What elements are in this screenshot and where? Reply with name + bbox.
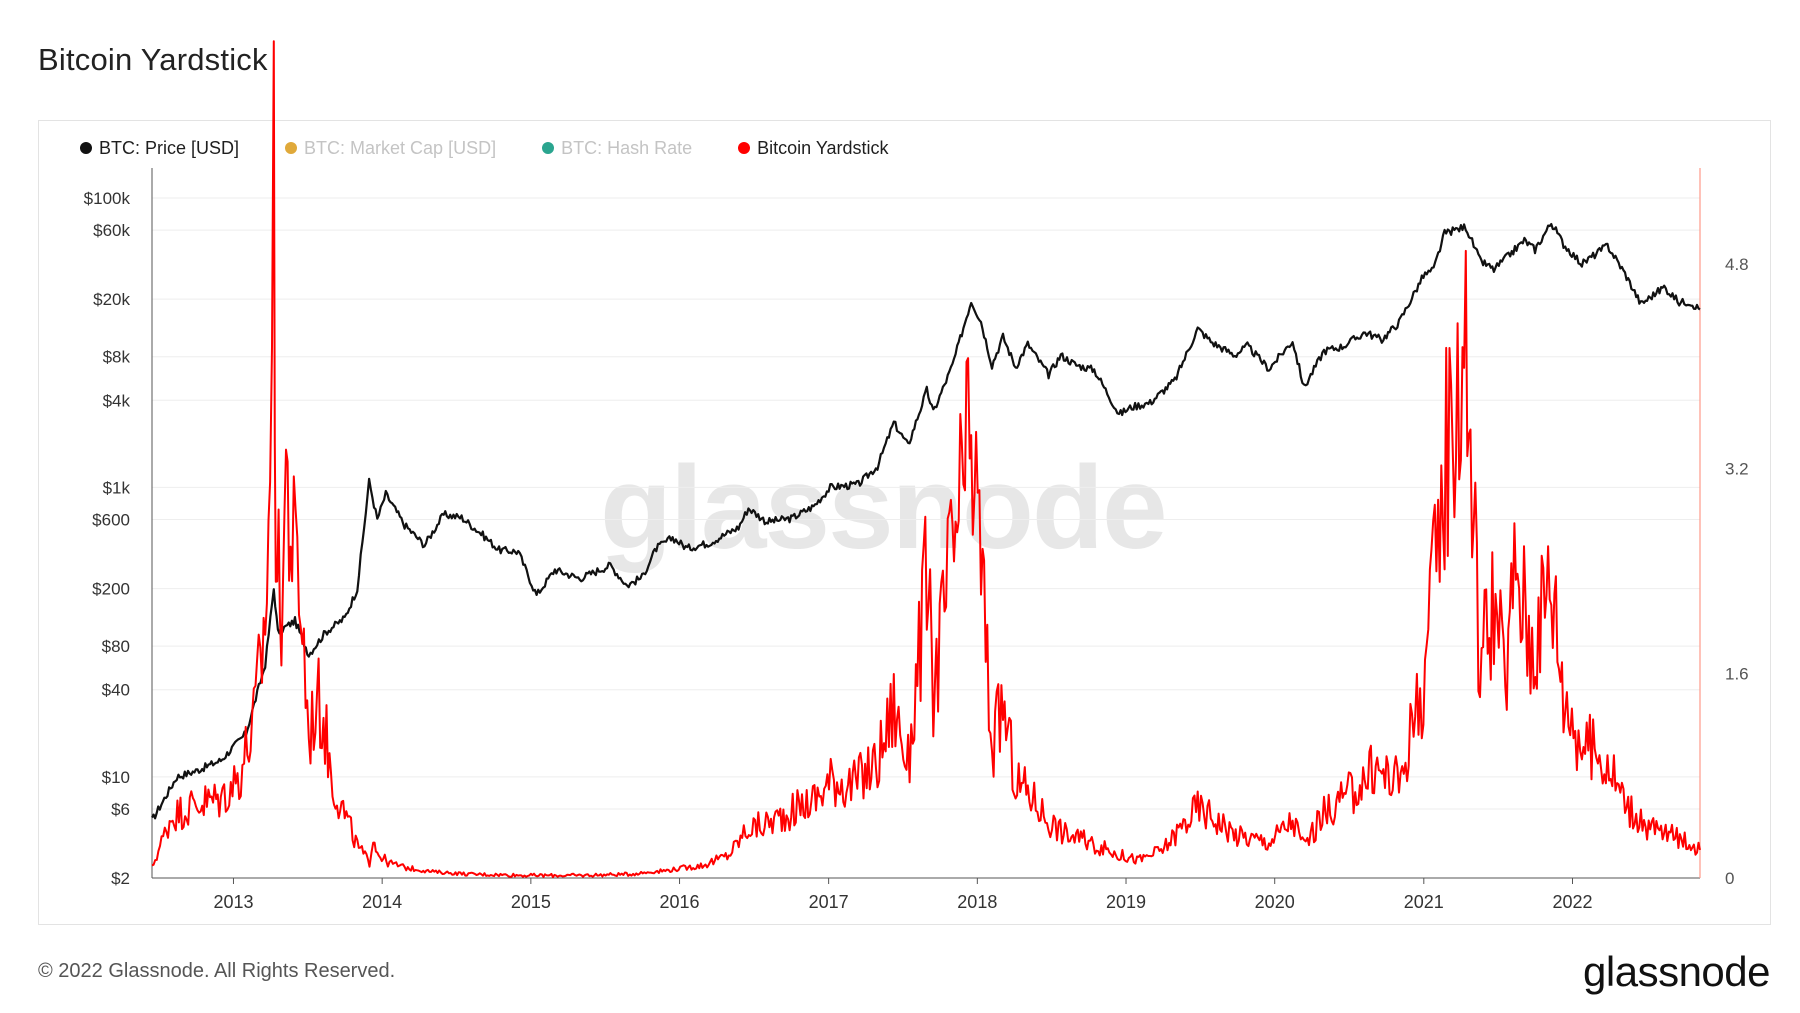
y-tick-label-right: 3.2 <box>1725 460 1749 479</box>
legend-label: BTC: Hash Rate <box>561 137 693 158</box>
x-tick-label: 2021 <box>1404 892 1444 912</box>
x-tick-label: 2013 <box>213 892 253 912</box>
y-tick-label-left: $8k <box>103 348 131 367</box>
legend-item-0[interactable]: BTC: Price [USD] <box>80 136 239 160</box>
y-tick-label-left: $1k <box>103 478 131 497</box>
x-tick-label: 2022 <box>1552 892 1592 912</box>
legend-item-3[interactable]: Bitcoin Yardstick <box>738 136 889 160</box>
x-tick-label: 2020 <box>1255 892 1295 912</box>
y-tick-label-left: $200 <box>92 580 130 599</box>
x-tick-label: 2019 <box>1106 892 1146 912</box>
chart-frame <box>38 120 1771 925</box>
y-tick-label-right: 4.8 <box>1725 255 1749 274</box>
x-tick-label: 2018 <box>957 892 997 912</box>
price-line <box>151 223 1701 820</box>
legend-label: Bitcoin Yardstick <box>757 137 889 158</box>
y-tick-label-left: $60k <box>93 221 130 240</box>
y-tick-label-left: $6 <box>111 800 130 819</box>
x-tick-label: 2016 <box>660 892 700 912</box>
y-tick-label-left: $4k <box>103 391 131 410</box>
y-tick-label-left: $600 <box>92 511 130 530</box>
x-tick-label: 2015 <box>511 892 551 912</box>
y-tick-label-left: $100k <box>84 189 131 208</box>
legend-marker-icon <box>542 142 555 154</box>
y-tick-label-right: 0 <box>1725 869 1734 888</box>
legend-label: BTC: Market Cap [USD] <box>304 137 497 158</box>
x-tick-label: 2017 <box>809 892 849 912</box>
legend-marker-icon <box>285 142 298 154</box>
legend-label: BTC: Price [USD] <box>99 137 240 158</box>
y-tick-label-left: $2 <box>111 869 130 888</box>
brand-logo: glassnode <box>1583 948 1770 995</box>
y-tick-label-left: $20k <box>93 290 130 309</box>
chart-title: Bitcoin Yardstick <box>38 42 268 77</box>
legend-item-2[interactable]: BTC: Hash Rate <box>542 136 692 160</box>
legend-marker-icon <box>80 142 92 154</box>
y-tick-label-right: 1.6 <box>1725 664 1749 683</box>
legend-item-1[interactable]: BTC: Market Cap [USD] <box>285 136 496 160</box>
legend-marker-icon <box>738 142 751 154</box>
y-tick-label-left: $10 <box>102 768 130 787</box>
y-tick-label-left: $40 <box>102 681 130 700</box>
chart-legend: BTC: Price [USD] BTC: Market Cap [USD] BTC… <box>80 136 935 160</box>
x-tick-label: 2014 <box>362 892 402 912</box>
copyright-footer: © 2022 Glassnode. All Rights Reserved. <box>38 960 396 982</box>
yardstick-line <box>151 40 1701 879</box>
y-tick-label-left: $80 <box>102 637 130 656</box>
